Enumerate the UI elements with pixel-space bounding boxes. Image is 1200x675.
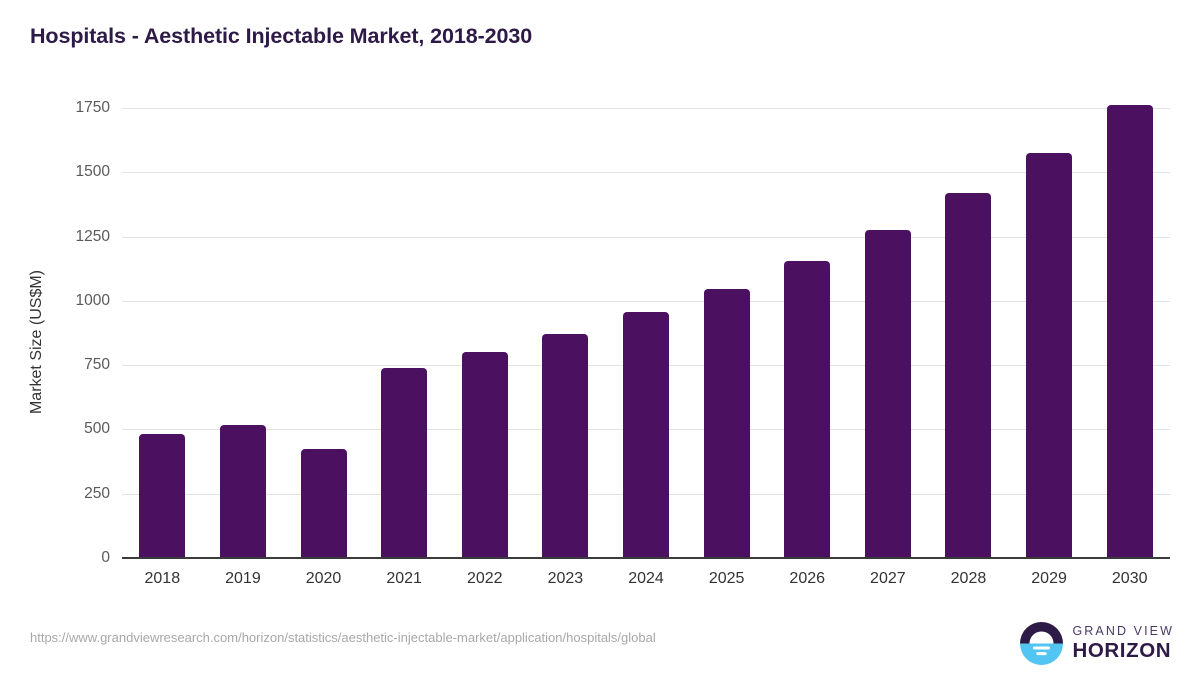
gridline [122, 300, 1170, 302]
source-url[interactable]: https://www.grandviewresearch.com/horizo… [30, 630, 656, 645]
x-tick-label-2022: 2022 [466, 570, 503, 587]
y-tick-label: 500 [84, 420, 110, 438]
x-tick-label-2023: 2023 [547, 570, 584, 587]
bar-2029[interactable] [1026, 152, 1073, 558]
y-tick-label: 250 [84, 484, 110, 502]
gridline [122, 172, 1170, 174]
y-tick-label: 0 [101, 549, 110, 566]
bar-2021[interactable] [381, 367, 428, 558]
y-tick-label: 1750 [75, 99, 110, 116]
brand-wordmark: GRAND VIEW HORIZON [1072, 623, 1174, 662]
x-tick-label-2019: 2019 [225, 570, 261, 587]
y-tick-label: 1250 [75, 227, 110, 245]
bar-2022[interactable] [461, 352, 508, 558]
x-tick-label-2020: 2020 [305, 570, 342, 587]
bar-2028[interactable] [945, 193, 992, 558]
bar-2026[interactable] [784, 261, 831, 558]
x-tick-label-2028: 2028 [950, 570, 987, 587]
x-tick-label-2024: 2024 [628, 570, 664, 587]
gridline [122, 236, 1170, 238]
page-title: Hospitals - Aesthetic Injectable Market,… [30, 24, 533, 48]
bar-2018[interactable] [139, 433, 186, 558]
x-axis-line [122, 557, 1170, 559]
gridline [122, 108, 1170, 109]
bar-2024[interactable] [623, 312, 669, 558]
bar-2027[interactable] [864, 230, 911, 558]
bar-2019[interactable] [219, 424, 266, 558]
brand-logo: GRAND VIEW HORIZON [1020, 620, 1174, 666]
horizon-sun-icon [1020, 621, 1064, 665]
y-tick-label: 750 [84, 356, 110, 374]
x-tick-label-2027: 2027 [870, 570, 906, 587]
x-axis-ticks: 2018 2019 2020 2021 2022 2023 2024 2025 2026 2027… [122, 570, 1170, 596]
x-tick-label-2025: 2025 [708, 570, 745, 587]
brand-name-bottom: HORIZON [1072, 639, 1172, 662]
x-tick-label-2018: 2018 [144, 570, 181, 587]
x-tick-label-2021: 2021 [386, 570, 422, 587]
bar-2023[interactable] [542, 333, 589, 558]
bar-2025[interactable] [703, 288, 750, 558]
y-tick-label: 1500 [75, 163, 110, 181]
y-tick-label: 1000 [75, 291, 110, 309]
x-tick-label-2029: 2029 [1031, 570, 1067, 587]
bar-2030[interactable] [1106, 105, 1153, 558]
x-tick-label-2030: 2030 [1111, 570, 1148, 587]
bar-2020[interactable] [300, 448, 347, 558]
y-axis-ticks: 1750 1500 1250 1000 750 500 250 0 [38, 99, 110, 566]
plot-area [122, 105, 1170, 558]
x-tick-label-2026: 2026 [789, 570, 826, 587]
brand-name-top: GRAND VIEW [1072, 623, 1174, 638]
